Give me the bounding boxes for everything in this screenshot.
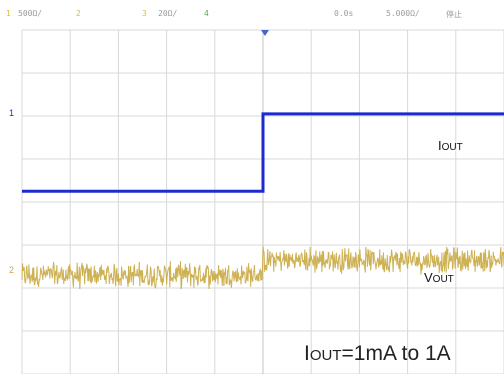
- iout-label-sub: OUT: [442, 142, 463, 153]
- annotation-sub: OUT: [310, 347, 342, 364]
- annotation-rest: =1mA to 1A: [342, 342, 451, 365]
- trace-iout: [22, 112, 504, 193]
- grid: [21, 29, 504, 374]
- trigger-position-marker: [261, 30, 269, 36]
- ch1-label: 1: [6, 9, 11, 18]
- vout-label-main: V: [424, 270, 433, 285]
- channel-marker-blue: 1: [9, 108, 14, 118]
- ch3-scale: 20Ω/: [158, 9, 178, 18]
- scope-status-bar: 1 500Ω/ 2 3 20Ω/ 4 0.0s 5.000Ω/ 停止: [0, 0, 504, 26]
- annotation-main: I: [304, 342, 310, 365]
- iout-label-main: I: [438, 138, 442, 153]
- ch4-label: 4: [204, 9, 209, 18]
- run-state: 停止: [446, 10, 462, 19]
- vout-trace-label: VOUT: [424, 270, 454, 285]
- iout-trace-label: IOUT: [438, 138, 463, 153]
- channel-marker-yellow: 2: [9, 265, 14, 275]
- ch2-label: 2: [76, 9, 81, 18]
- ch3-label: 3: [142, 9, 147, 18]
- traces: [21, 112, 504, 290]
- time-offset: 0.0s: [334, 9, 354, 18]
- trace-vout: [21, 246, 504, 290]
- ch1-scale: 500Ω/: [18, 9, 43, 18]
- load-step-annotation: IOUT=1mA to 1A: [304, 342, 451, 365]
- time-scale: 5.000Ω/: [386, 9, 420, 18]
- vout-label-sub: OUT: [433, 274, 454, 285]
